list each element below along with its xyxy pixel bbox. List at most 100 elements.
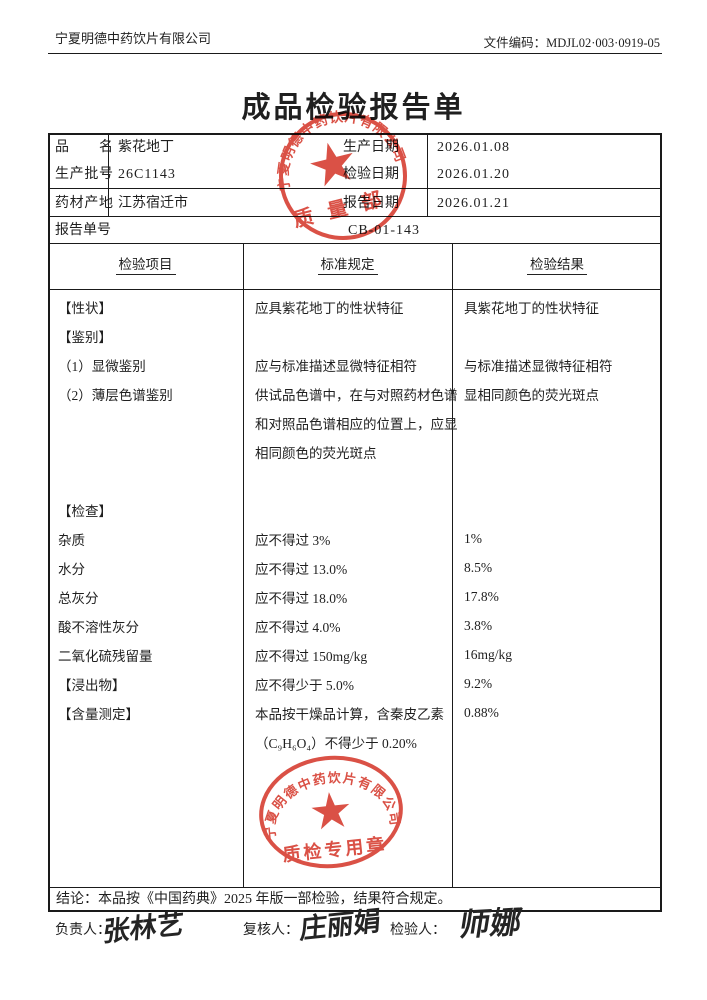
star-icon [311, 792, 350, 830]
product-name-label: 品名 [55, 139, 113, 156]
result-cell: 具紫花地丁的性状特征 [464, 300, 599, 316]
item-cell: 【鉴别】 [58, 329, 112, 345]
prod-date-label: 生产日期 [343, 140, 399, 155]
product-name-value: 紫花地丁 [118, 140, 174, 155]
origin-value: 江苏宿迁市 [118, 196, 188, 211]
item-cell: 【性状】 [58, 300, 112, 316]
item-cell: 二氧化硫残留量 [58, 648, 153, 664]
result-cell: 1% [464, 530, 482, 546]
table-line [48, 466, 660, 495]
row-divider [48, 289, 662, 290]
responsible-signature: 张林艺 [101, 908, 185, 949]
table-line: 【浸出物】 应不得少于 5.0% 9.2% [48, 669, 660, 698]
stamp-ring [279, 112, 407, 240]
table-line: 杂质 应不得过 3% 1% [48, 524, 660, 553]
result-cell: 显相同颜色的荧光斑点 [464, 387, 599, 403]
company-name: 宁夏明德中药饮片有限公司 [55, 31, 212, 46]
quality-dept-stamp: 宁夏明德中药饮片有限公司 质 量 部 [260, 94, 409, 240]
table-line: 水分 应不得过 13.0% 8.5% [48, 553, 660, 582]
report-date-value: 2026.01.21 [437, 196, 510, 211]
standard-cell: 相同颜色的荧光斑点 [255, 445, 377, 461]
responsible-label: 负责人： [55, 923, 111, 938]
col-divider [427, 133, 428, 216]
origin-label-text: 药材产地 [55, 196, 113, 211]
stamp-company-arc: 宁夏明德中药饮片有限公司 [260, 94, 409, 194]
item-cell: 【检查】 [58, 503, 112, 519]
standard-cell: 应不得过 150mg/kg [255, 648, 368, 664]
inspector-label: 检验人： [390, 923, 446, 938]
item-cell: （2）薄层色谱鉴别 [58, 387, 173, 403]
standard-cell: 应不得过 3% [255, 532, 331, 548]
test-date-label: 检验日期 [343, 167, 399, 182]
standard-cell: 本品按干燥品计算，含秦皮乙素 [255, 706, 444, 722]
row-divider [48, 887, 662, 888]
result-cell: 9.2% [464, 675, 493, 691]
row-divider [48, 188, 662, 189]
test-date-value: 2026.01.20 [437, 167, 510, 182]
standard-cell: 应不得过 13.0% [255, 561, 348, 577]
col-divider [452, 243, 453, 887]
item-cell: 【含量测定】 [58, 706, 139, 722]
batch-no-label-text: 生产批号 [55, 167, 113, 182]
table-line: 相同颜色的荧光斑点 [48, 437, 660, 466]
item-cell: （1）显微鉴别 [58, 358, 146, 374]
star-icon [310, 142, 353, 187]
stamp-ring [259, 755, 403, 869]
col-header-item: 检验项目 [48, 253, 243, 275]
table-line: （1）显微鉴别 应与标准描述显微特征相符 与标准描述显微特征相符 [48, 350, 660, 379]
standard-cell: （C₉H₆O₄）不得少于 0.20% [255, 735, 417, 751]
col-header-result-text: 检验结果 [527, 257, 587, 275]
table-line: 【鉴别】 [48, 321, 660, 350]
doc-code: 文件编码：MDJL02·003·0919-05 [483, 36, 660, 50]
report-date-label: 报告日期 [343, 196, 399, 211]
result-cell: 3.8% [464, 617, 493, 633]
result-cell: 17.8% [464, 588, 499, 604]
standard-cell: 供试品色谱中，在与对照药材色谱 [255, 387, 458, 403]
standard-cell: 应与标准描述显微特征相符 [255, 358, 417, 374]
result-cell: 8.5% [464, 559, 493, 575]
item-cell: 水分 [58, 561, 85, 577]
result-cell: 与标准描述显微特征相符 [464, 358, 613, 374]
conclusion-text: 结论：本品按《中国药典》2025 年版一部检验，结果符合规定。 [56, 892, 452, 907]
standard-cell: 应不得过 18.0% [255, 590, 348, 606]
standard-cell: 应不得过 4.0% [255, 619, 341, 635]
page-title: 成品检验报告单 [241, 92, 466, 124]
col-divider [243, 243, 244, 887]
standard-cell: 应具紫花地丁的性状特征 [255, 300, 404, 316]
inspector-signature: 师娜 [456, 904, 525, 944]
standard-cell: 和对照品色谱相应的位置上，应显 [255, 416, 458, 432]
item-cell: 总灰分 [58, 590, 99, 606]
table-line: 【含量测定】 本品按干燥品计算，含秦皮乙素 0.88% [48, 698, 660, 727]
table-line: 【检查】 [48, 495, 660, 524]
result-cell: 0.88% [464, 704, 499, 720]
product-name-label-text: 品名 [55, 140, 113, 155]
item-cell: 杂质 [58, 532, 85, 548]
col-header-standard: 标准规定 [243, 253, 452, 275]
table-line: 和对照品色谱相应的位置上，应显 [48, 408, 660, 437]
prod-date-value: 2026.01.08 [437, 140, 510, 155]
table-line: （C₉H₆O₄）不得少于 0.20% [48, 727, 660, 756]
col-header-result: 检验结果 [452, 253, 662, 275]
reviewer-signature: 庄丽娟 [298, 905, 382, 946]
qc-seal-stamp: 宁夏明德中药饮片有限公司 质检专用章 [257, 755, 403, 869]
col-header-item-text: 检验项目 [115, 257, 176, 275]
report-no-label: 报告单号 [55, 223, 111, 238]
row-divider [48, 243, 662, 244]
reviewer-label: 复核人： [243, 923, 299, 938]
table-line: 总灰分 应不得过 18.0% 17.8% [48, 582, 660, 611]
batch-no-label: 生产批号 [55, 166, 113, 183]
stamp-seal-label: 质检专用章 [282, 833, 389, 865]
item-cell: 酸不溶性灰分 [58, 619, 139, 635]
standard-cell: 应不得少于 5.0% [255, 677, 354, 693]
table-line: 酸不溶性灰分 应不得过 4.0% 3.8% [48, 611, 660, 640]
result-cell: 16mg/kg [464, 646, 513, 662]
table-outer-border [48, 133, 662, 912]
stamp-dept-label: 质 量 部 [291, 186, 389, 232]
row-divider [48, 216, 662, 217]
batch-no-value: 26C1143 [118, 167, 176, 182]
item-cell: 【浸出物】 [58, 677, 126, 693]
table-line: 二氧化硫残留量 应不得过 150mg/kg 16mg/kg [48, 640, 660, 669]
table-body: 【性状】 应具紫花地丁的性状特征 具紫花地丁的性状特征【鉴别】 （1）显微鉴别 应与标准… [48, 292, 660, 756]
header-rule [48, 53, 662, 54]
